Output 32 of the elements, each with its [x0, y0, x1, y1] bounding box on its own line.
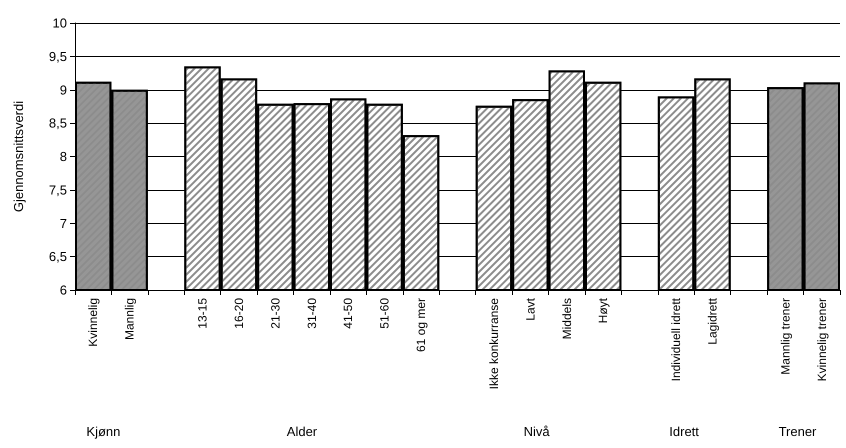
- x-tick-label: Ikke konkurranse: [486, 298, 501, 390]
- text: Nivå: [524, 424, 550, 439]
- x-tick-label: 13-15: [196, 298, 210, 329]
- text: Idrett: [669, 424, 700, 439]
- x-tick-label: Lavt: [523, 297, 538, 321]
- x-tick-label: Kvinnelig trener: [814, 298, 829, 382]
- x-tick-label: Lagidrett: [706, 297, 720, 345]
- x-tick-label: Mannlig trener: [778, 298, 792, 375]
- x-tick-label: Kvinnelig: [86, 298, 100, 347]
- y-axis-title: Gjennomsnittsverdi: [11, 100, 26, 212]
- x-tick-label: Høyt: [596, 297, 610, 324]
- y-tick-label: 7: [60, 216, 67, 231]
- y-tick-label: 8: [60, 149, 67, 164]
- text: Alder: [286, 424, 318, 439]
- x-tick-label: Individuell idrett: [669, 297, 684, 382]
- y-tick-label: 9: [60, 82, 67, 98]
- y-tick-label: 8,5: [48, 116, 67, 131]
- y-tick-label: 6: [60, 282, 67, 298]
- x-tick-label: 16-20: [232, 298, 246, 329]
- y-tick-label: 7,5: [48, 182, 67, 198]
- text: Kjønn: [86, 424, 120, 439]
- y-tick-label: 9,5: [48, 48, 67, 64]
- text: Trener: [778, 424, 818, 439]
- y-tick-label: 10: [52, 16, 67, 30]
- x-tick-label: 41-50: [341, 298, 356, 329]
- x-tick-label: 51-60: [378, 298, 392, 329]
- x-tick-label: 21-30: [268, 298, 282, 329]
- x-tick-label: Middels: [560, 298, 574, 340]
- x-tick-label: 31-40: [304, 298, 319, 329]
- x-tick-label: Mannlig: [122, 298, 137, 340]
- y-tick-label: 6,5: [48, 249, 67, 264]
- x-tick-label: 61 og mer: [414, 298, 428, 352]
